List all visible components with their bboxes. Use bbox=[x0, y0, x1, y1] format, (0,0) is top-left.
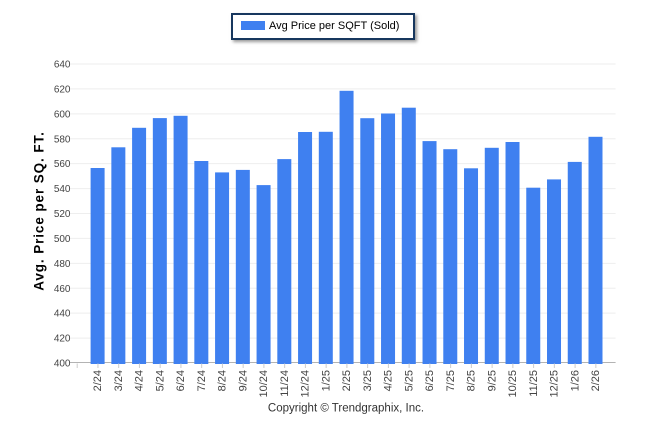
svg-text:1/26: 1/26 bbox=[569, 370, 581, 391]
svg-text:580: 580 bbox=[54, 134, 71, 145]
svg-text:8/25: 8/25 bbox=[466, 370, 478, 391]
svg-text:9/24: 9/24 bbox=[237, 370, 249, 391]
svg-text:2/24: 2/24 bbox=[92, 370, 104, 391]
svg-text:540: 540 bbox=[54, 184, 71, 195]
svg-text:11/25: 11/25 bbox=[528, 370, 540, 397]
svg-text:12/25: 12/25 bbox=[549, 370, 561, 398]
svg-text:10/25: 10/25 bbox=[507, 370, 519, 398]
svg-text:Avg. Price per SQ. FT.: Avg. Price per SQ. FT. bbox=[31, 131, 46, 291]
svg-text:500: 500 bbox=[54, 234, 71, 245]
svg-text:9/25: 9/25 bbox=[486, 370, 498, 391]
svg-text:10/24: 10/24 bbox=[258, 370, 270, 398]
svg-text:7/25: 7/25 bbox=[445, 370, 457, 391]
svg-text:7/24: 7/24 bbox=[196, 370, 208, 391]
svg-text:640: 640 bbox=[54, 60, 71, 71]
svg-text:600: 600 bbox=[54, 109, 71, 120]
svg-text:6/24: 6/24 bbox=[175, 370, 187, 391]
svg-text:6/25: 6/25 bbox=[424, 370, 436, 391]
svg-text:480: 480 bbox=[54, 259, 71, 270]
svg-text:11/24: 11/24 bbox=[279, 370, 291, 397]
svg-text:5/24: 5/24 bbox=[154, 370, 166, 391]
svg-text:560: 560 bbox=[54, 159, 71, 170]
svg-text:460: 460 bbox=[54, 284, 71, 295]
svg-text:520: 520 bbox=[54, 209, 71, 220]
svg-text:620: 620 bbox=[54, 84, 71, 95]
svg-text:12/24: 12/24 bbox=[300, 370, 312, 398]
svg-text:5/25: 5/25 bbox=[403, 370, 415, 391]
svg-text:1/25: 1/25 bbox=[320, 370, 332, 391]
svg-text:2/25: 2/25 bbox=[341, 370, 353, 391]
svg-text:400: 400 bbox=[54, 359, 71, 370]
svg-text:420: 420 bbox=[54, 334, 71, 345]
svg-text:440: 440 bbox=[54, 309, 71, 320]
svg-text:3/25: 3/25 bbox=[362, 370, 374, 391]
svg-text:4/24: 4/24 bbox=[134, 370, 146, 391]
svg-text:3/24: 3/24 bbox=[113, 370, 125, 391]
svg-text:4/25: 4/25 bbox=[383, 370, 395, 391]
svg-text:Copyright © Trendgraphix, Inc.: Copyright © Trendgraphix, Inc. bbox=[268, 403, 424, 415]
svg-text:2/26: 2/26 bbox=[590, 370, 602, 391]
svg-text:8/24: 8/24 bbox=[217, 370, 229, 391]
